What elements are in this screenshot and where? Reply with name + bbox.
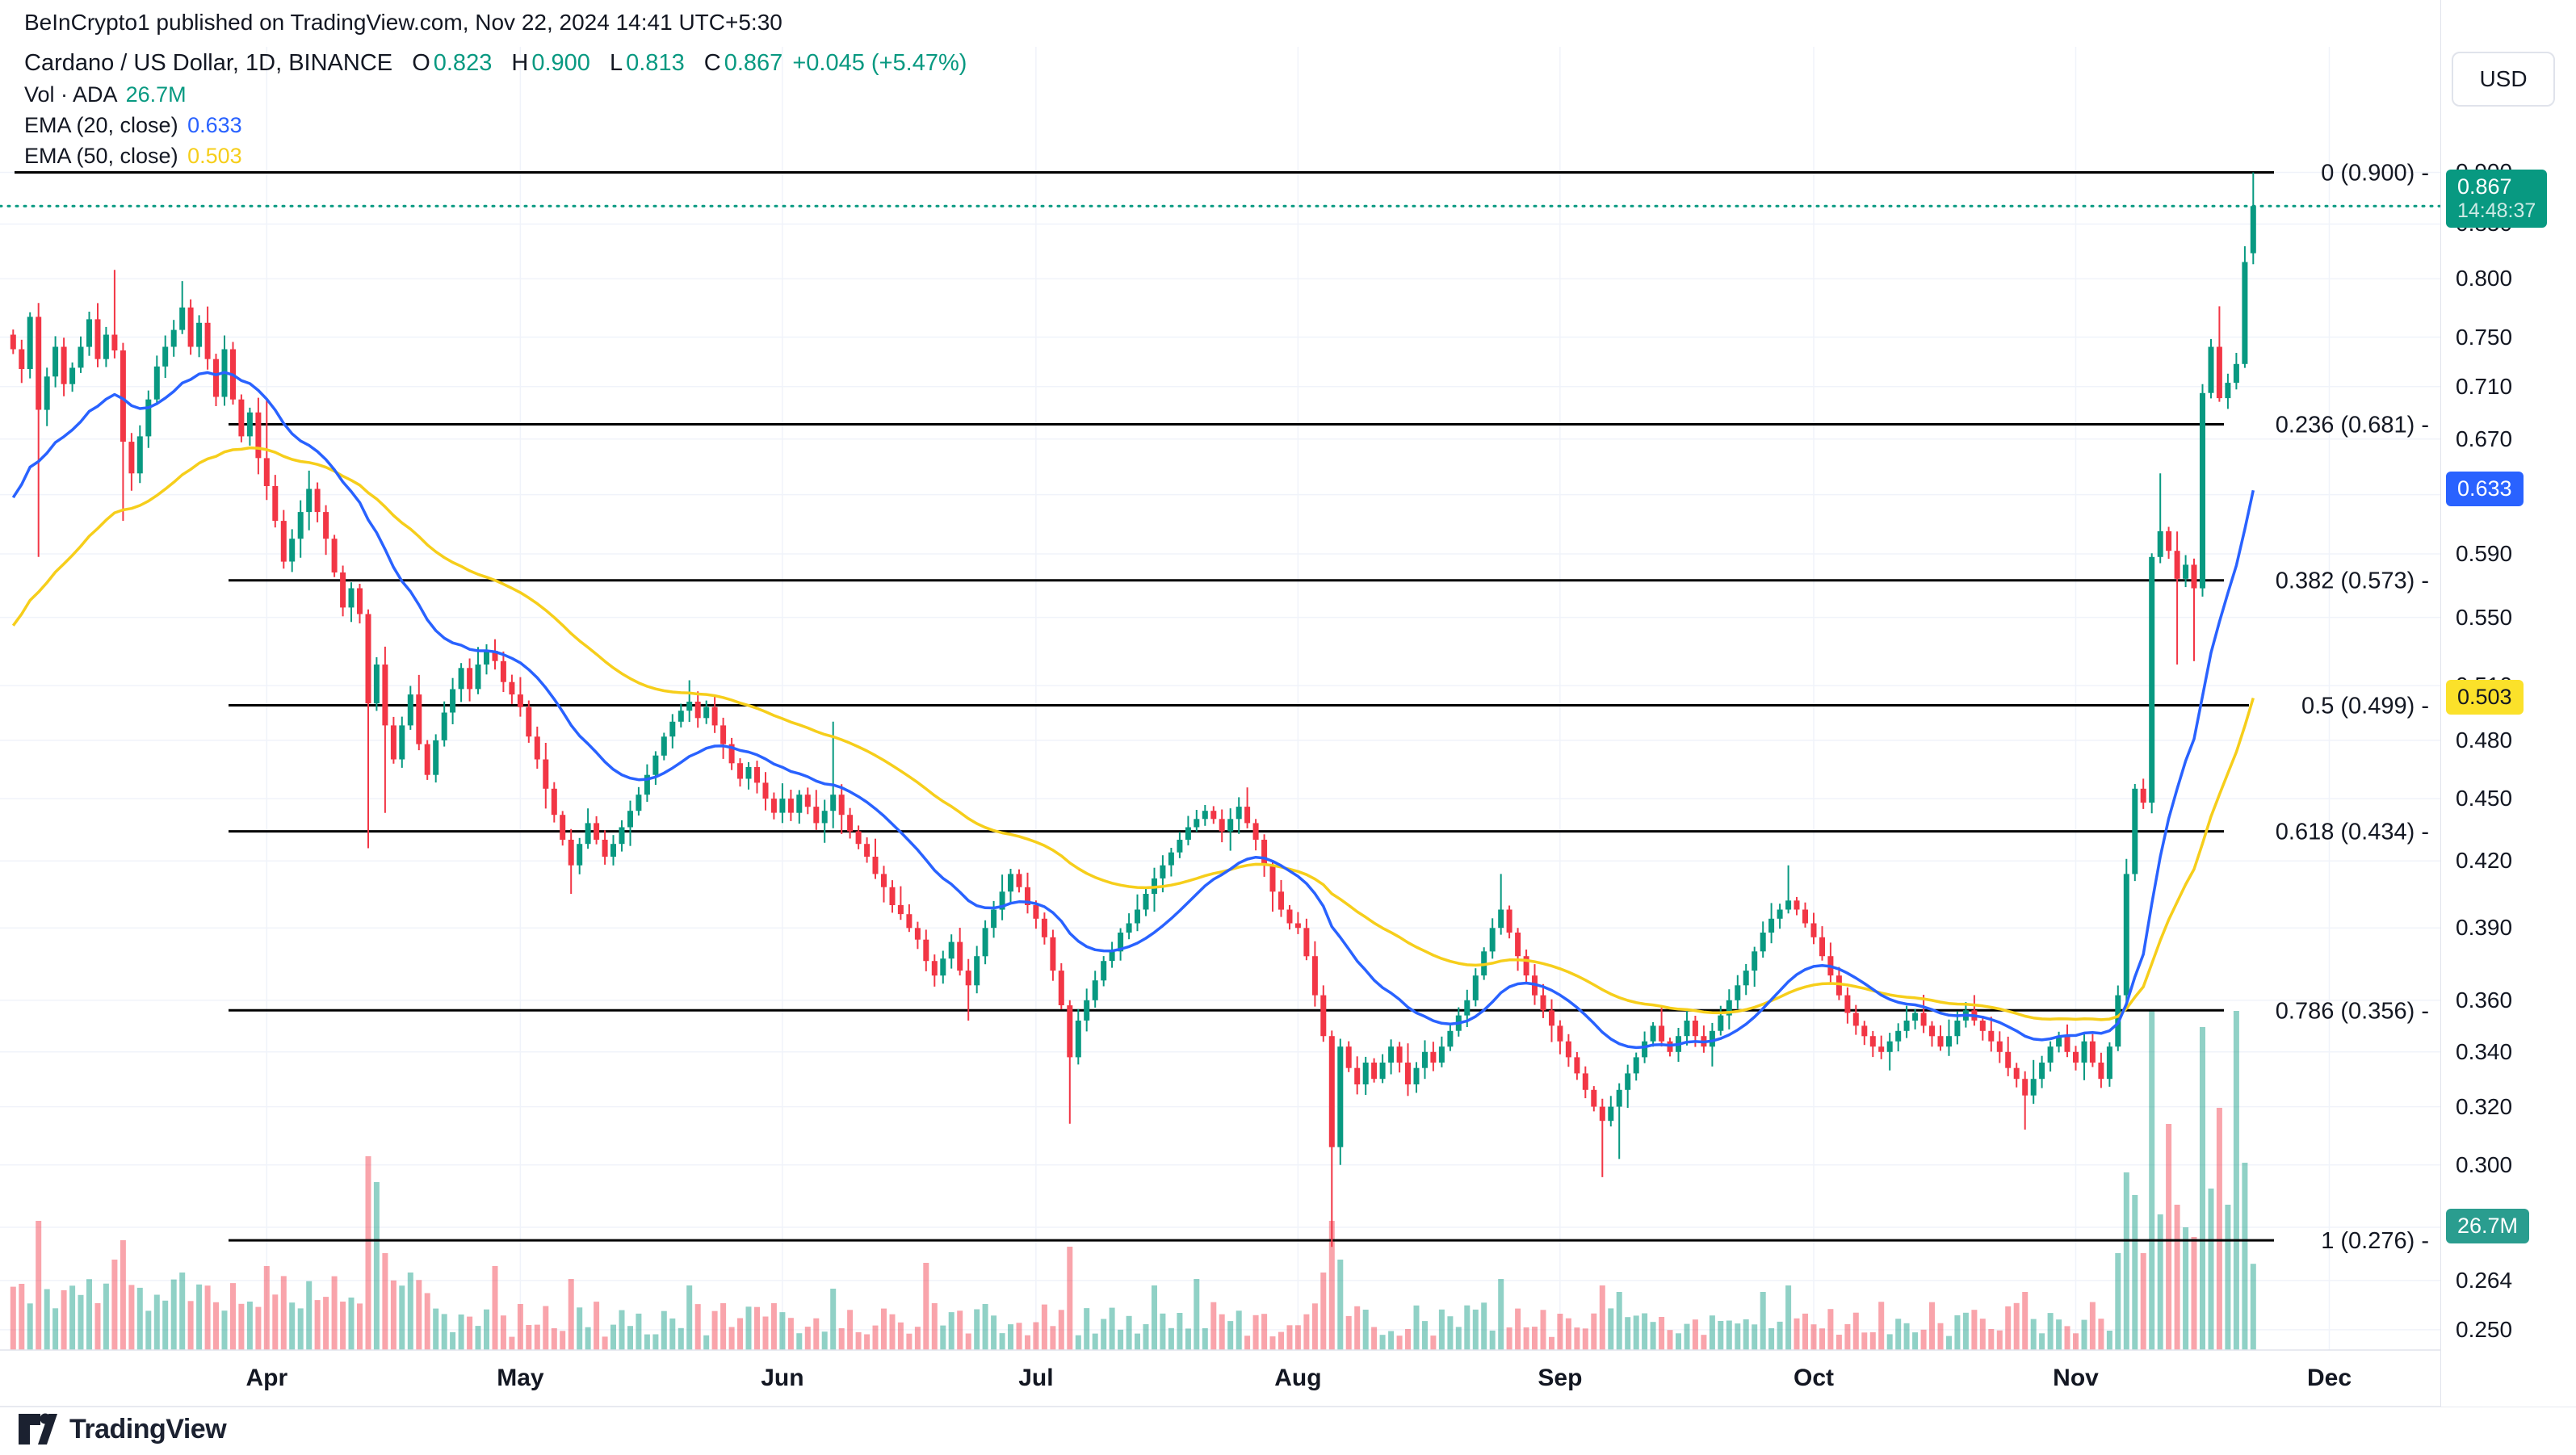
ema20-value-badge: 0.633 (2446, 472, 2524, 506)
price-axis[interactable]: 0.9000.8500.8000.7500.7100.6700.6300.590… (2440, 0, 2576, 1407)
price-tick: 0.320 (2456, 1094, 2513, 1119)
candlestick-series[interactable] (10, 172, 2256, 1247)
price-tick: 0.360 (2456, 987, 2513, 1013)
month-label: Apr (245, 1365, 287, 1391)
volume-value: 26.7M (125, 82, 187, 107)
fib-label: 0.236 (0.681) - (2276, 413, 2429, 438)
price-tick: 0.264 (2456, 1268, 2513, 1293)
month-label: Jun (761, 1365, 803, 1391)
legend-ema50-row[interactable]: EMA (50, close) 0.503 (24, 144, 967, 169)
month-label: Aug (1274, 1365, 1321, 1391)
price-tick: 0.390 (2456, 915, 2513, 940)
ema50-line[interactable] (11, 446, 2255, 1021)
grid-vertical (266, 47, 2331, 1350)
tradingview-logo-text: TradingView (69, 1413, 227, 1445)
ohlc-low-label: L (609, 50, 623, 76)
month-label: May (497, 1365, 544, 1391)
currency-toggle-button[interactable]: USD (2452, 52, 2555, 107)
ohlc-close-label: C (703, 50, 721, 76)
month-label: Sep (1538, 1365, 1582, 1391)
change-value: +0.045 (+5.47%) (792, 50, 967, 76)
volume-series[interactable] (10, 1011, 2256, 1350)
ohlc-open-value: 0.823 (433, 50, 493, 76)
chart-legend: Cardano / US Dollar, 1D, BINANCE O 0.823 … (24, 50, 967, 174)
volume-label: Vol · ADA (24, 82, 117, 107)
price-tick: 0.590 (2456, 541, 2513, 566)
symbol-title[interactable]: Cardano / US Dollar, 1D, BINANCE (24, 50, 393, 76)
ema50-value-badge: 0.503 (2446, 680, 2524, 715)
month-label: Oct (1794, 1365, 1834, 1391)
price-tick: 0.710 (2456, 374, 2513, 399)
month-label: Nov (2053, 1365, 2099, 1391)
fib-label: 0 (0.900) - (2321, 161, 2429, 187)
fib-labels: 0 (0.900) - 0.236 (0.681) - 0.382 (0.573) … (2276, 161, 2429, 1255)
price-tick: 0.800 (2456, 266, 2513, 291)
month-label: Jul (1018, 1365, 1053, 1391)
price-tick: 0.750 (2456, 325, 2513, 350)
price-tick: 0.670 (2456, 426, 2513, 451)
fib-label: 1 (0.276) - (2321, 1228, 2429, 1254)
fib-label: 0.618 (0.434) - (2276, 820, 2429, 845)
legend-volume-row[interactable]: Vol · ADA 26.7M (24, 82, 967, 107)
volume-value-badge: 26.7M (2446, 1209, 2530, 1243)
legend-symbol-row[interactable]: Cardano / US Dollar, 1D, BINANCE O 0.823 … (24, 50, 967, 77)
ema20-line[interactable] (11, 371, 2255, 1050)
ohlc-low-value: 0.813 (626, 50, 685, 76)
tradingview-logo[interactable]: TradingView (18, 1411, 227, 1447)
tradingview-logo-icon (19, 1413, 57, 1445)
current-price-badge: 0.867 14:48:37 (2446, 170, 2548, 228)
ema50-value: 0.503 (187, 144, 242, 168)
price-tick: 0.420 (2456, 848, 2513, 873)
price-tick: 0.300 (2456, 1152, 2513, 1177)
price-tick: 0.480 (2456, 728, 2513, 753)
publish-attribution: BeInCrypto1 published on TradingView.com… (24, 10, 782, 35)
fib-label: 0.382 (0.573) - (2276, 568, 2429, 594)
ohlc-open-label: O (412, 50, 430, 76)
price-tick: 0.450 (2456, 786, 2513, 811)
ema50-label: EMA (50, close) (24, 144, 178, 168)
price-tick: 0.250 (2456, 1317, 2513, 1342)
price-tick: 0.550 (2456, 605, 2513, 630)
month-label: Dec (2307, 1365, 2352, 1391)
ema20-value: 0.633 (187, 113, 242, 137)
fib-label: 0.5 (0.499) - (2301, 694, 2429, 719)
time-axis[interactable]: Apr May Jun Jul Aug Sep Oct Nov Dec (245, 1365, 2352, 1391)
ohlc-close-value: 0.867 (724, 50, 783, 76)
ohlc-high-label: H (511, 50, 529, 76)
grid-horizontal (0, 171, 2440, 1331)
legend-ema20-row[interactable]: EMA (20, close) 0.633 (24, 113, 967, 138)
fib-label: 0.786 (0.356) - (2276, 998, 2429, 1024)
price-tick: 0.340 (2456, 1039, 2513, 1064)
ema20-label: EMA (20, close) (24, 113, 178, 137)
ohlc-high-value: 0.900 (531, 50, 590, 76)
fib-retracement-lines[interactable] (15, 171, 2274, 1242)
